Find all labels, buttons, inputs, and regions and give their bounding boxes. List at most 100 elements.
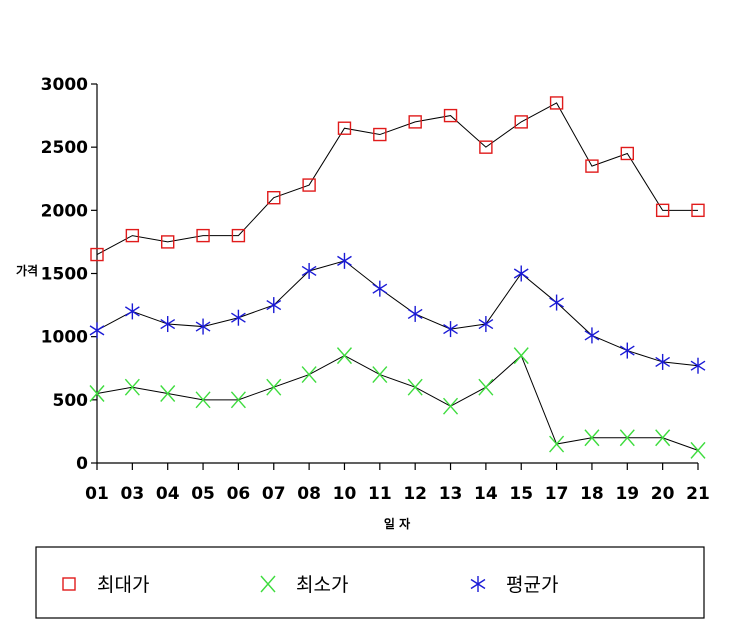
- y-tick-label: 2000: [41, 201, 88, 221]
- data-point: [372, 366, 388, 384]
- series-line: [96, 354, 699, 451]
- series-1: [90, 96, 705, 262]
- data-point: [231, 228, 246, 243]
- data-point: [691, 203, 705, 218]
- data-point: [585, 159, 599, 173]
- x-tick-label: 19: [615, 484, 639, 504]
- legend-label: 최대가: [97, 574, 149, 596]
- y-tick-label: 0: [76, 454, 88, 474]
- series-line: [96, 102, 698, 255]
- data-point: [408, 115, 422, 129]
- data-point: [302, 178, 316, 192]
- x-axis-title: 일 자: [384, 516, 410, 531]
- x-tick-label: 14: [474, 484, 498, 504]
- data-point: [690, 441, 706, 459]
- x-axis-ticks: 01 03 04 05 06 07 08 10 11 12 13 14 15 17 18 19 20 21: [85, 463, 710, 504]
- data-point: [655, 203, 670, 218]
- x-tick-label: 12: [403, 484, 427, 504]
- x-tick-label: 08: [297, 484, 321, 504]
- legend-item: 평균가: [470, 574, 558, 596]
- data-point: [373, 127, 387, 142]
- y-tick-label: 1500: [41, 265, 88, 285]
- x-tick-label: 04: [156, 484, 180, 504]
- data-point: [549, 435, 565, 453]
- data-point: [549, 96, 564, 110]
- y-tick-label: 1000: [41, 328, 88, 348]
- data-point: [267, 190, 281, 205]
- legend-marker: [470, 576, 486, 592]
- data-point: [407, 305, 423, 322]
- data-point: [407, 378, 423, 396]
- data-point: [90, 247, 104, 262]
- x-tick-label: 21: [686, 484, 710, 504]
- x-tick-label: 17: [545, 484, 569, 504]
- data-point: [372, 280, 388, 297]
- data-point: [655, 429, 671, 447]
- y-axis-ticks: 0 500 1000 1500 2000 2500 3000: [41, 75, 97, 474]
- data-point: [266, 378, 282, 396]
- y-tick-label: 2500: [41, 138, 88, 158]
- data-point: [690, 357, 706, 374]
- data-point: [478, 316, 494, 333]
- legend-marker: [62, 577, 76, 591]
- x-tick-label: 20: [651, 484, 675, 504]
- series-group: [89, 96, 706, 459]
- data-point: [337, 252, 352, 269]
- legend: 최대가 최소가 평균가: [35, 546, 705, 619]
- data-point: [160, 385, 176, 402]
- x-tick-label: 06: [227, 484, 251, 504]
- data-point: [514, 115, 528, 129]
- x-tick-label: 18: [580, 484, 604, 504]
- x-tick-label: 10: [333, 484, 357, 504]
- data-point: [549, 294, 564, 311]
- series-line: [96, 260, 699, 367]
- data-point: [513, 347, 529, 365]
- y-tick-label: 500: [53, 391, 89, 411]
- data-point: [230, 391, 246, 409]
- data-point: [584, 429, 600, 447]
- series-2: [89, 347, 706, 459]
- data-point: [266, 297, 282, 314]
- data-point: [301, 262, 317, 279]
- data-point: [619, 342, 635, 359]
- data-point: [479, 140, 493, 154]
- axes: [96, 84, 698, 464]
- data-point: [195, 318, 211, 335]
- data-point: [620, 146, 634, 161]
- data-point: [337, 121, 352, 135]
- y-axis-title: 가격: [16, 263, 38, 278]
- data-point: [513, 265, 529, 282]
- series-3: [89, 252, 706, 374]
- legend-label: 평균가: [506, 574, 558, 596]
- data-point: [89, 322, 105, 339]
- data-point: [619, 429, 635, 447]
- data-point: [196, 228, 210, 243]
- data-point: [195, 391, 211, 409]
- data-point: [336, 347, 352, 365]
- x-tick-label: 01: [85, 484, 109, 504]
- data-point: [478, 378, 494, 396]
- data-point: [443, 321, 458, 338]
- data-point: [584, 327, 600, 344]
- data-point: [161, 235, 175, 249]
- data-point: [443, 397, 459, 415]
- data-point: [125, 228, 140, 243]
- data-point: [124, 378, 140, 396]
- data-point: [301, 366, 317, 384]
- y-tick-label: 3000: [41, 75, 88, 95]
- legend-item: 최소가: [260, 574, 348, 596]
- x-tick-label: 11: [368, 484, 392, 504]
- data-point: [655, 353, 671, 370]
- x-tick-label: 03: [121, 484, 145, 504]
- data-point: [89, 385, 105, 402]
- legend-item: 최대가: [62, 574, 149, 596]
- legend-box: [35, 546, 705, 619]
- data-point: [160, 316, 176, 333]
- legend-marker: [260, 575, 276, 593]
- x-tick-label: 15: [509, 484, 533, 504]
- x-tick-label: 05: [191, 484, 215, 504]
- x-tick-label: 07: [262, 484, 286, 504]
- data-point: [231, 309, 246, 326]
- data-point: [124, 303, 140, 320]
